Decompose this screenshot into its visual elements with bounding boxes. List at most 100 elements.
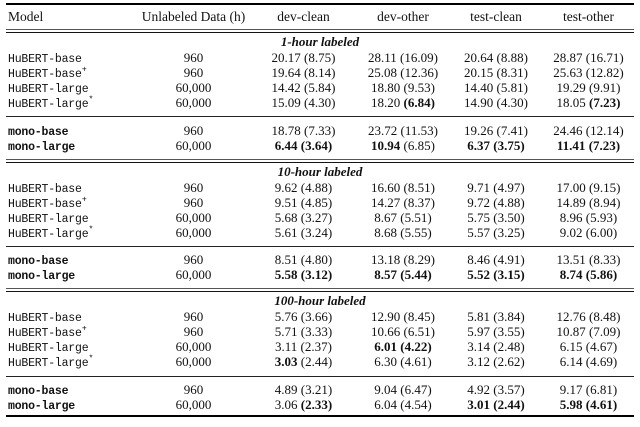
wer-main-value: 3.11 bbox=[275, 339, 298, 355]
wer-main-value: 24.46 bbox=[553, 122, 583, 138]
wer-paren-value: (8.37) bbox=[403, 194, 435, 210]
wer-paren-value: (4.80) bbox=[300, 252, 333, 268]
wer-paren-value: (2.44) bbox=[493, 397, 525, 413]
wer-main-value: 4.89 bbox=[274, 382, 298, 398]
wer-main-value: 5.71 bbox=[274, 324, 298, 340]
wer-main-value: 20.17 bbox=[271, 50, 301, 65]
model-cell: HuBERT-base+ bbox=[6, 195, 137, 212]
wer-paren-value: (3.12) bbox=[300, 267, 333, 283]
wer-main-value: 23.72 bbox=[368, 122, 398, 138]
wer-cell: 8.46 (4.91) bbox=[449, 252, 543, 269]
wer-paren-value: (3.24) bbox=[300, 224, 333, 240]
table-row: HuBERT-large* 60,000 5.61 (3.24) 8.68 (5.55… bbox=[6, 224, 634, 241]
column-header-dev-other: dev-other bbox=[377, 9, 429, 24]
wer-cell: 23.72 (11.53) bbox=[357, 123, 449, 140]
wer-main-value: 17.00 bbox=[556, 179, 586, 195]
wer-paren-value: (8.48) bbox=[589, 309, 621, 325]
wer-cell: 9.71 (4.97) bbox=[449, 180, 543, 197]
wer-cell: 5.97 (3.55) bbox=[449, 324, 543, 341]
wer-main-value: 9.02 bbox=[559, 224, 583, 240]
wer-main-value: 5.76 bbox=[274, 309, 298, 325]
table-row: HuBERT-base+ 960 5.71 (3.33) 10.66 (6.51) 5.… bbox=[6, 324, 634, 341]
wer-main-value: 5.98 bbox=[559, 397, 583, 413]
wer-cell: 5.71 (3.33) bbox=[250, 324, 357, 341]
wer-paren-value: (7.23) bbox=[588, 137, 621, 153]
wer-main-value: 10.94 bbox=[371, 137, 401, 153]
unlabeled-data-cell: 960 bbox=[183, 179, 204, 195]
wer-paren-value: (6.81) bbox=[585, 382, 618, 398]
wer-cell: 25.63 (12.82) bbox=[543, 65, 634, 82]
wer-paren-value: (12.14) bbox=[585, 122, 624, 138]
column-header-unlabeled: Unlabeled Data (h) bbox=[141, 9, 246, 24]
bottom-rule bbox=[6, 415, 634, 418]
model-name: HuBERT-large bbox=[8, 98, 89, 111]
model-cell: mono-base bbox=[6, 123, 137, 140]
wer-cell: 14.40 (5.81) bbox=[449, 80, 543, 97]
table-body: 1-hour labeled HuBERT-base 960 20.17 (8.75)… bbox=[6, 33, 634, 414]
unlabeled-data-cell: 60,000 bbox=[175, 354, 212, 370]
wer-paren-value: (6.00) bbox=[585, 224, 618, 240]
wer-paren-value: (6.47) bbox=[400, 382, 432, 398]
wer-cell: 20.15 (8.31) bbox=[449, 65, 543, 82]
wer-paren-value: (12.36) bbox=[400, 65, 439, 80]
wer-cell: 8.67 (5.51) bbox=[357, 210, 449, 227]
wer-paren-value: (16.09) bbox=[400, 50, 438, 65]
wer-cell: 6.14 (4.69) bbox=[543, 354, 634, 371]
wer-main-value: 6.30 bbox=[374, 354, 398, 370]
wer-cell: 6.37 (3.75) bbox=[449, 138, 543, 155]
wer-cell: 8.74 (5.86) bbox=[543, 267, 634, 284]
wer-cell: 12.76 (8.48) bbox=[543, 309, 634, 326]
table-row: mono-base 960 18.78 (7.33) 23.72 (11.53) 19.… bbox=[6, 122, 634, 140]
unlabeled-data-cell: 960 bbox=[183, 65, 204, 80]
wer-main-value: 14.90 bbox=[464, 95, 494, 110]
wer-paren-value: (9.53) bbox=[403, 80, 435, 95]
unlabeled-data-cell: 60,000 bbox=[175, 95, 212, 110]
wer-paren-value: (8.88) bbox=[496, 50, 528, 65]
group-separator-rule bbox=[6, 116, 634, 118]
model-cell: HuBERT-base+ bbox=[6, 324, 137, 341]
wer-paren-value: (8.45) bbox=[403, 309, 435, 325]
wer-main-value: 8.46 bbox=[467, 252, 491, 268]
model-cell: HuBERT-large bbox=[6, 80, 137, 97]
table-row: mono-base 960 8.51 (4.80) 13.18 (8.29) 8.46 … bbox=[6, 252, 634, 269]
model-cell: HuBERT-base bbox=[6, 180, 137, 197]
table-row: mono-large 60,000 3.06 (2.33) 6.04 (4.54) 3.… bbox=[6, 397, 634, 414]
wer-main-value: 6.44 bbox=[274, 137, 298, 153]
wer-paren-value: (8.33) bbox=[589, 252, 621, 268]
wer-paren-value: (9.91) bbox=[589, 80, 621, 95]
wer-paren-value: (4.85) bbox=[300, 194, 333, 210]
wer-paren-value: (2.48) bbox=[493, 339, 525, 355]
wer-cell: 8.96 (5.93) bbox=[543, 210, 634, 227]
wer-paren-value: (4.61) bbox=[400, 354, 432, 370]
wer-cell: 3.12 (2.62) bbox=[449, 354, 543, 371]
wer-paren-value: (8.51) bbox=[403, 179, 435, 195]
wer-main-value: 12.90 bbox=[371, 309, 401, 325]
wer-paren-value: (8.75) bbox=[304, 50, 336, 65]
wer-cell: 14.27 (8.37) bbox=[357, 195, 449, 212]
wer-main-value: 25.63 bbox=[553, 65, 583, 80]
model-cell: mono-base bbox=[6, 382, 137, 399]
wer-cell: 9.17 (6.81) bbox=[543, 382, 634, 399]
wer-paren-value: (3.33) bbox=[300, 324, 333, 340]
wer-cell: 5.52 (3.15) bbox=[449, 267, 543, 284]
wer-paren-value: (4.88) bbox=[493, 194, 525, 210]
wer-main-value: 20.64 bbox=[464, 50, 494, 65]
wer-main-value: 5.52 bbox=[467, 267, 491, 283]
wer-cell: 10.87 (7.09) bbox=[543, 324, 634, 341]
wer-cell: 9.51 (4.85) bbox=[250, 195, 357, 212]
wer-cell: 9.04 (6.47) bbox=[357, 382, 449, 399]
wer-main-value: 5.57 bbox=[467, 224, 491, 240]
wer-main-value: 3.12 bbox=[467, 354, 491, 370]
wer-main-value: 18.20 bbox=[371, 95, 401, 110]
table-section: 100-hour labeled HuBERT-base 960 5.76 (3.66… bbox=[6, 292, 634, 414]
model-cell: mono-large bbox=[6, 397, 137, 414]
wer-cell: 13.18 (8.29) bbox=[357, 252, 449, 269]
model-superscript: + bbox=[81, 194, 87, 205]
wer-main-value: 5.75 bbox=[467, 209, 491, 225]
wer-main-value: 14.89 bbox=[556, 194, 586, 210]
wer-paren-value: (16.71) bbox=[585, 50, 624, 65]
table-row: HuBERT-large 60,000 14.42 (5.84) 18.80 (9.5… bbox=[6, 80, 634, 97]
wer-cell: 18.20 (6.84) bbox=[357, 95, 449, 112]
wer-cell: 3.14 (2.48) bbox=[449, 339, 543, 356]
table-row: HuBERT-large 60,000 3.11 (2.37) 6.01 (4.22)… bbox=[6, 339, 634, 356]
